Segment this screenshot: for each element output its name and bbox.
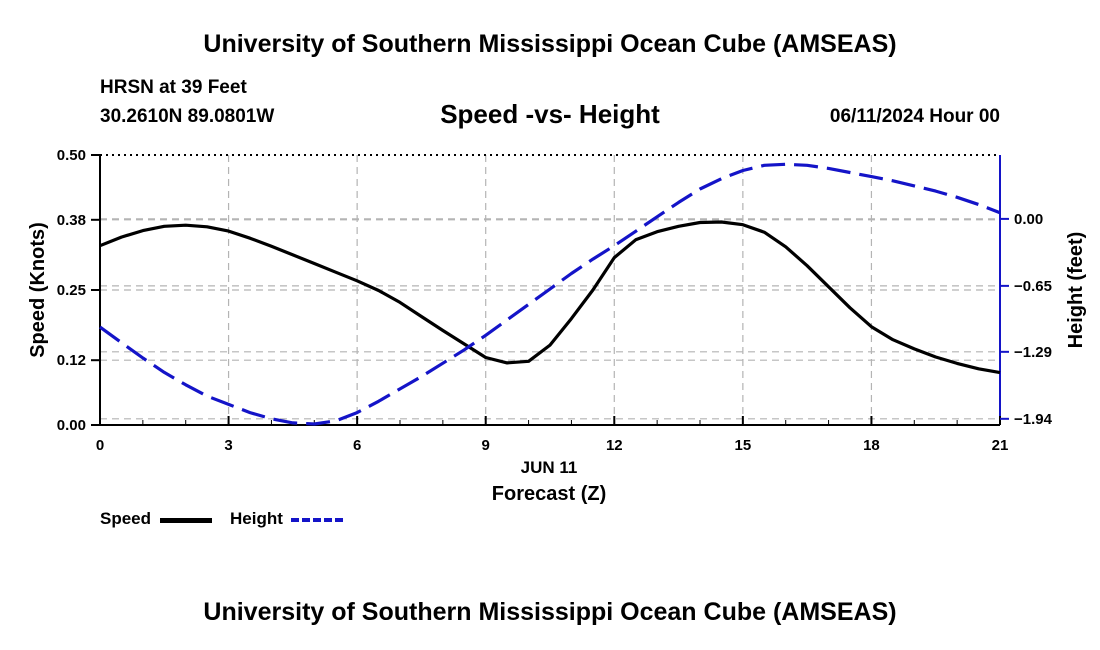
chart-subtitle: Speed -vs- Height <box>440 99 660 129</box>
coordinates-label: 30.2610N 89.0801W <box>100 106 275 127</box>
x-tick-label: 21 <box>992 437 1009 454</box>
x-tick-label: 15 <box>735 437 752 454</box>
x-tick-label: 0 <box>96 437 104 454</box>
legend-speed-swatch <box>160 518 212 523</box>
y2-tick-label: −1.94 <box>1014 411 1053 428</box>
x-tick-label: 3 <box>224 437 232 454</box>
y-tick-label: 0.25 <box>57 282 86 299</box>
y-tick-label: 0.38 <box>57 212 86 229</box>
chart-title: University of Southern Mississippi Ocean… <box>203 30 897 58</box>
forecast-datetime: 06/11/2024 Hour 00 <box>829 106 1000 127</box>
x-tick-label: 18 <box>863 437 880 454</box>
x-axis-title: Forecast (Z) <box>492 483 606 505</box>
legend-height-label: Height <box>230 509 283 528</box>
y2-tick-label: −0.65 <box>1014 278 1052 295</box>
y2-tick-label: 0.00 <box>1014 211 1043 228</box>
x-tick-label: 9 <box>482 437 490 454</box>
y2-axis-title: Height (feet) <box>1065 232 1087 349</box>
x-tick-label: 12 <box>606 437 623 454</box>
height-series-line <box>99 162 1001 426</box>
x-tick-label: 6 <box>353 437 361 454</box>
x-axis-date-label: JUN 11 <box>521 458 578 477</box>
y-tick-label: 0.50 <box>57 147 86 164</box>
y-tick-label: 0.00 <box>57 417 86 434</box>
legend-speed-label: Speed <box>100 509 152 528</box>
footer-title: University of Southern Mississippi Ocean… <box>203 598 897 626</box>
station-label: HRSN at 39 Feet <box>100 77 247 98</box>
y-tick-label: 0.12 <box>57 352 86 369</box>
y-axis-title: Speed (Knots) <box>27 222 49 358</box>
speed-series-line <box>99 220 1001 375</box>
y2-tick-label: −1.29 <box>1014 344 1052 361</box>
legend-height-swatch <box>291 518 343 522</box>
